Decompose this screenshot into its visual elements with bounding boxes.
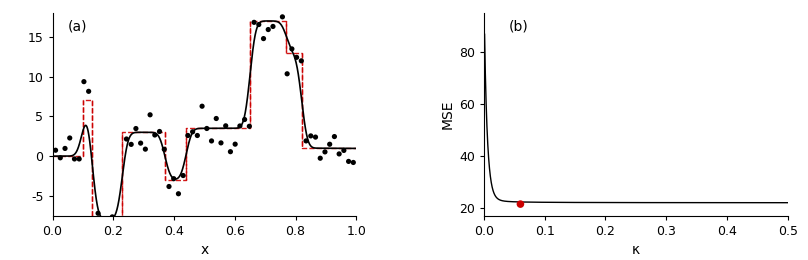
Point [82,89,95,93]
Point [328,134,341,139]
Point [257,36,270,41]
Point [182,133,195,138]
Point [200,126,213,131]
Point [210,116,223,121]
Point [347,160,360,165]
Point [153,129,166,134]
Point [91,211,104,215]
Point [129,126,142,131]
Point [271,6,284,10]
Point [333,152,346,156]
Point [338,148,351,153]
Point [68,157,81,161]
Point [219,124,232,128]
Point [144,113,157,117]
Point [243,124,256,128]
Text: (a): (a) [68,19,87,33]
Point [101,223,114,228]
Point [300,139,313,143]
Point [106,215,119,219]
Point [172,192,185,196]
Point [305,134,318,138]
Point [224,150,237,154]
Point [514,202,527,206]
Point [63,136,76,140]
Point [134,141,147,145]
Point [120,137,133,141]
Point [78,80,90,84]
Point [314,156,326,160]
X-axis label: x: x [200,243,208,257]
Point [116,238,128,242]
Point [262,28,275,32]
X-axis label: κ: κ [632,243,640,257]
Point [290,55,303,60]
Point [196,104,208,108]
Point [280,72,293,76]
Point [167,177,180,181]
Point [158,147,170,151]
Y-axis label: MSE: MSE [441,100,455,129]
Point [96,223,109,228]
Text: (b): (b) [508,19,528,33]
Point [191,133,204,138]
Point [252,22,265,27]
Point [247,20,260,24]
Point [323,142,336,146]
Point [73,157,86,161]
Point [111,240,124,245]
Point [295,59,308,63]
Point [229,142,242,146]
Point [177,173,190,178]
Point [214,141,227,145]
Point [285,47,298,51]
Point [205,139,218,143]
Point [234,124,246,128]
Point [149,133,162,137]
Point [162,184,175,188]
Point [238,118,251,122]
Point [54,156,67,160]
Point [87,223,100,228]
Point [58,146,71,151]
Point [139,147,152,151]
Point [342,159,355,164]
Point [49,148,62,152]
Point [318,150,331,154]
Point [309,135,322,139]
Point [267,24,280,29]
Point [186,130,199,134]
Point [124,142,137,146]
Point [276,15,289,19]
